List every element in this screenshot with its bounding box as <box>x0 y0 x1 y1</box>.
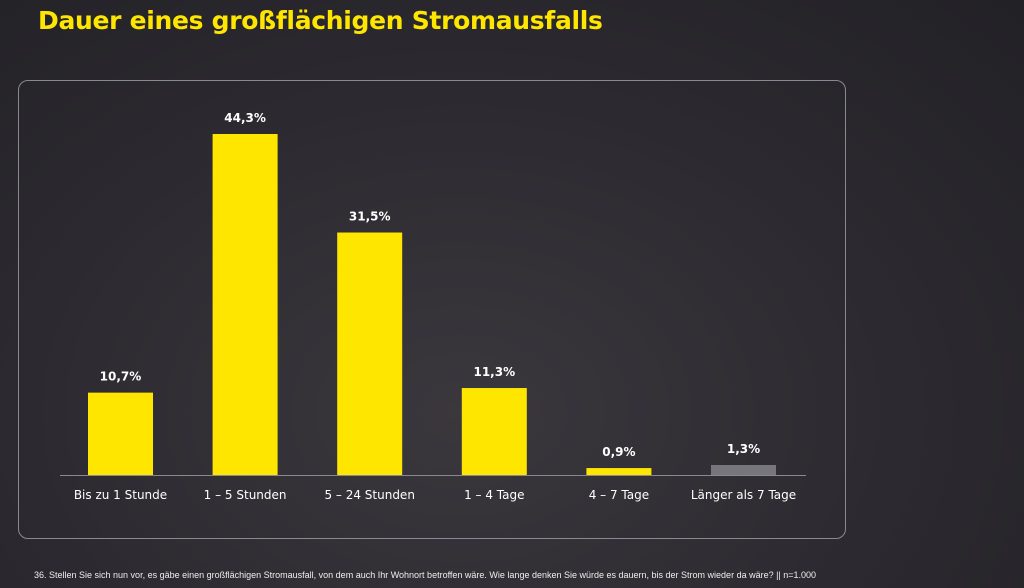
chart-title: Dauer eines großflächigen Stromausfalls <box>38 6 603 35</box>
data-label: 10,7% <box>100 370 142 384</box>
x-tick-label: 5 – 24 Stunden <box>324 488 415 502</box>
data-label: 44,3% <box>224 111 266 125</box>
data-label: 1,3% <box>727 442 760 456</box>
x-tick-label: Länger als 7 Tage <box>691 488 796 502</box>
bar <box>212 134 278 475</box>
x-tick-label: 1 – 4 Tage <box>464 488 524 502</box>
bar <box>88 392 153 475</box>
data-label: 0,9% <box>602 445 635 459</box>
data-label: 11,3% <box>473 365 515 379</box>
bar <box>711 464 776 475</box>
chart-panel <box>18 80 846 539</box>
bar <box>586 468 652 475</box>
x-tick-label: Bis zu 1 Stunde <box>74 488 167 502</box>
data-label: 31,5% <box>349 210 391 224</box>
x-tick-label: 4 – 7 Tage <box>589 488 649 502</box>
footnote: 36. Stellen Sie sich nun vor, es gäbe ei… <box>34 570 817 580</box>
bar <box>461 388 527 475</box>
bar <box>337 232 403 475</box>
x-tick-label: 1 – 5 Stunden <box>204 488 287 502</box>
